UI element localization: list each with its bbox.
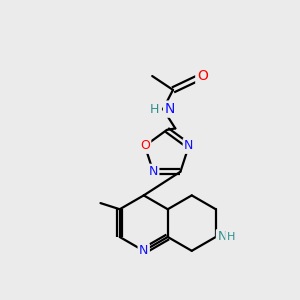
- Text: H: H: [150, 103, 159, 116]
- Text: H: H: [226, 232, 235, 242]
- Text: N: N: [217, 230, 227, 244]
- Text: O: O: [140, 140, 150, 152]
- Text: N: N: [164, 102, 175, 116]
- Text: N: N: [148, 165, 158, 178]
- Text: N: N: [184, 140, 194, 152]
- Text: O: O: [197, 69, 208, 83]
- Text: N: N: [139, 244, 148, 257]
